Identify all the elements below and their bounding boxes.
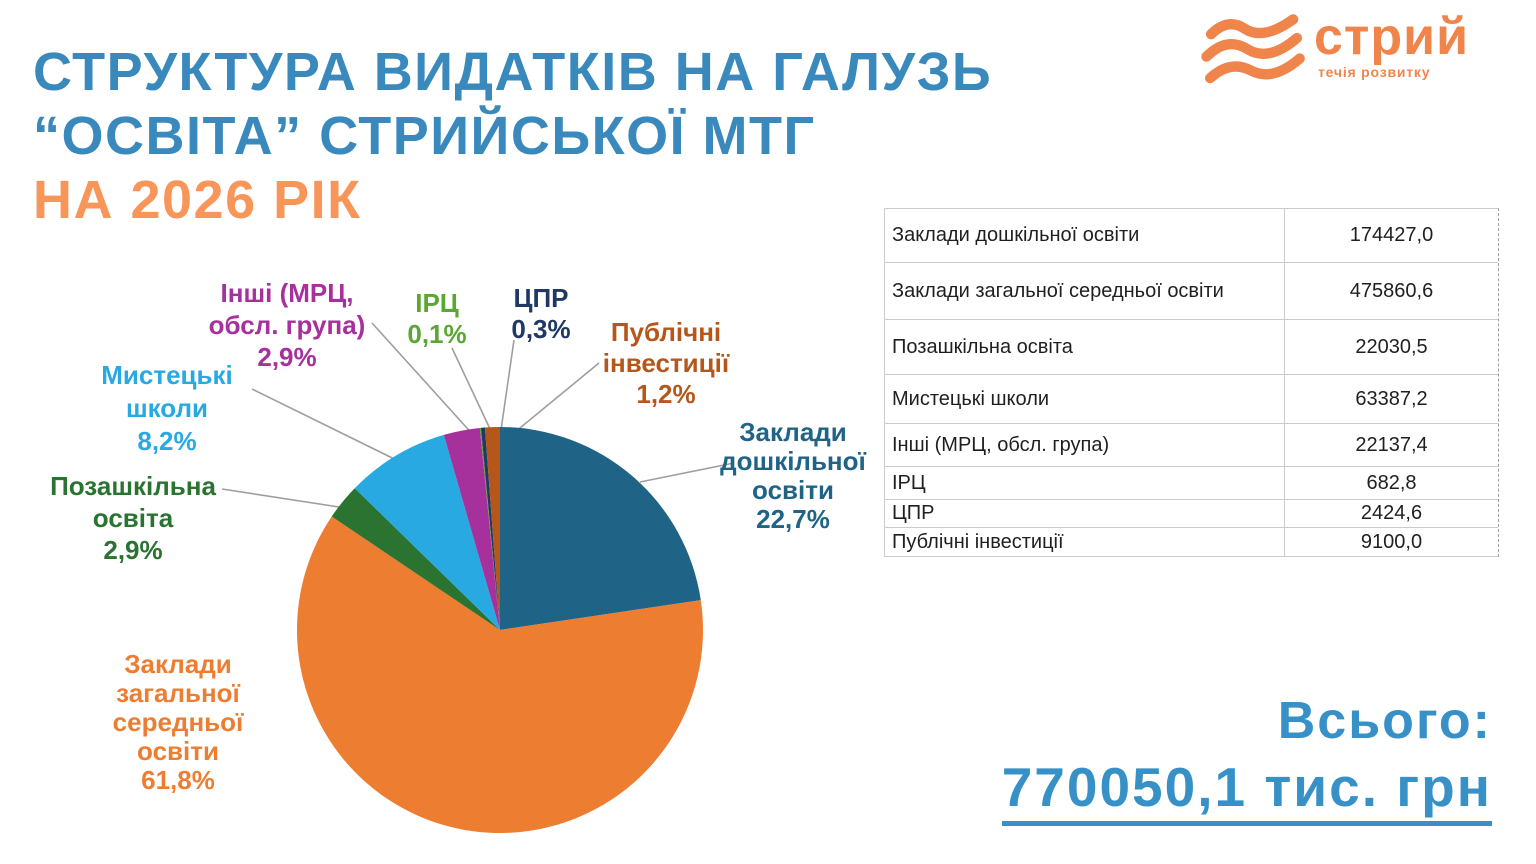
title-line-2: “ОСВІТА” СТРИЙСЬКОЇ МТГ — [33, 106, 816, 166]
table-cell-value: 22137,4 — [1355, 433, 1428, 456]
pie-label-art-schools: Мистецькі школи 8,2% — [101, 360, 233, 456]
logo-name: стрий — [1314, 8, 1470, 66]
leader-line — [639, 462, 735, 483]
table-row: Мистецькі школи 63387,2 — [885, 375, 1498, 424]
leader-line — [221, 488, 353, 510]
leader-line — [500, 339, 515, 431]
table-cell-label: Заклади загальної середньої освіти — [885, 263, 1285, 319]
table-cell-label: Публічні інвестиції — [885, 528, 1285, 556]
table-row: Публічні інвестиції 9100,0 — [885, 528, 1498, 557]
table-cell-label: Мистецькі школи — [885, 375, 1285, 423]
title-line-1: СТРУКТУРА ВИДАТКІВ НА ГАЛУЗЬ — [33, 42, 993, 102]
total-value: 770050,1 тис. грн — [1001, 756, 1492, 826]
leader-line — [371, 322, 477, 439]
table-cell-label: ЦПР — [885, 500, 1285, 527]
table-row: Позашкільна освіта 22030,5 — [885, 320, 1498, 375]
table-cell-value: 2424,6 — [1360, 502, 1423, 524]
pie-slice — [500, 427, 701, 630]
logo-waves-icon — [1201, 14, 1305, 84]
pie-slice — [479, 427, 500, 630]
table-cell-label: Інші (МРЦ, обсл. група) — [885, 424, 1285, 466]
table-row: Заклади дошкільної освіти 174427,0 — [885, 209, 1498, 263]
table-row: Заклади загальної середньої освіти 47586… — [885, 263, 1498, 320]
table-cell-label: ІРЦ — [885, 467, 1285, 499]
leader-line — [451, 347, 492, 432]
total: Всього: 770050,1 тис. грн — [1001, 690, 1492, 826]
pie-slice — [480, 427, 500, 630]
pie-label-other: Інші (МРЦ, обсл. група) 2,9% — [208, 278, 366, 372]
title-line-3: НА 2026 РІК — [33, 170, 362, 230]
pie-label-public-investments: Публічні інвестиції 1,2% — [602, 317, 730, 409]
table-cell-value: 22030,5 — [1355, 335, 1428, 358]
table-row: Інші (МРЦ, обсл. група) 22137,4 — [885, 424, 1498, 467]
pie-slice — [331, 488, 500, 630]
pie-label-preschool: Заклади дошкільної освіти 22,7% — [720, 417, 866, 534]
table-cell-value: 174427,0 — [1349, 224, 1434, 246]
pie-slice — [354, 434, 500, 630]
table-cell-value: 682,8 — [1366, 471, 1417, 494]
pie-label-secondary: Заклади загальної середньої освіти 61,8% — [112, 649, 244, 795]
table-cell-label: Позашкільна освіта — [885, 320, 1285, 374]
logo: стрий течія розвитку — [1198, 10, 1469, 94]
table-cell-value: 475860,6 — [1349, 279, 1434, 302]
table-row: ЦПР 2424,6 — [885, 500, 1498, 528]
table-cell-value: 63387,2 — [1355, 387, 1428, 410]
pie-slice — [484, 427, 500, 630]
leader-line — [508, 362, 600, 438]
total-label: Всього: — [1277, 692, 1492, 750]
table-row: ІРЦ 682,8 — [885, 467, 1498, 500]
logo-tagline: течія розвитку — [1318, 64, 1431, 80]
budget-table: Заклади дошкільної освіти 174427,0 Закла… — [884, 208, 1499, 557]
pie-label-cpr: ЦПР 0,3% — [511, 283, 571, 344]
pie-label-extracurricular: Позашкільна освіта 2,9% — [50, 471, 216, 565]
pie-slice — [443, 428, 500, 630]
pie-slice — [296, 516, 703, 834]
table-cell-label: Заклади дошкільної освіти — [885, 209, 1285, 262]
pie-label-irc: ІРЦ 0,1% — [407, 288, 467, 349]
table-cell-value: 9100,0 — [1360, 530, 1423, 553]
page-title: СТРУКТУРА ВИДАТКІВ НА ГАЛУЗЬ “ОСВІТА” СТ… — [33, 40, 992, 232]
